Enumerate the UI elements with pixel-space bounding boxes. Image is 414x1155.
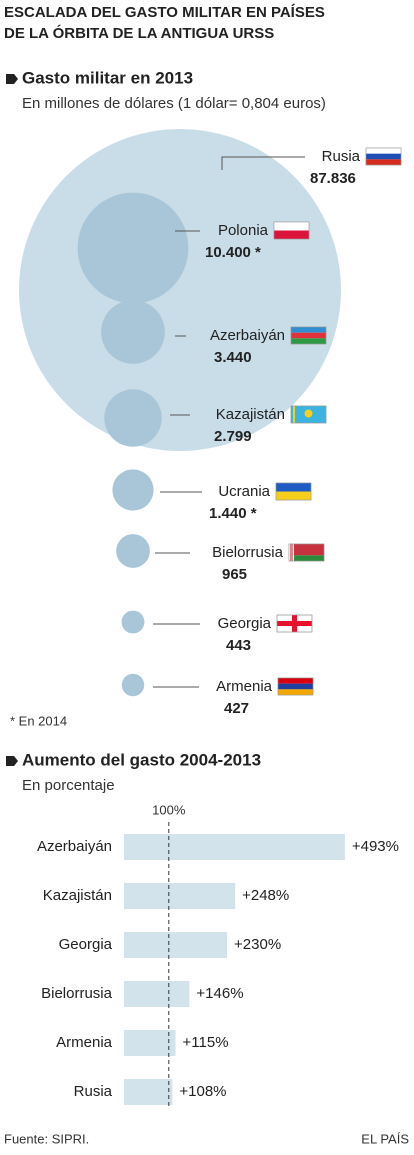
value-label: 1.440 *: [209, 505, 257, 522]
section-subtitle: En millones de dólares (1 dólar= 0,804 e…: [22, 95, 326, 112]
category-label: Georgia: [59, 936, 113, 953]
value-label: +248%: [242, 887, 289, 904]
flag-border: [288, 543, 325, 562]
flag: [366, 148, 401, 154]
flag-border: [275, 482, 312, 501]
bar: [124, 1079, 173, 1105]
flag: [293, 406, 295, 423]
flag-border: [276, 614, 313, 633]
reference-label: 100%: [152, 802, 186, 817]
bubble: [104, 389, 162, 447]
flag: [366, 153, 401, 160]
flag-border: [365, 147, 402, 166]
category-label: Kazajistán: [216, 406, 285, 423]
flag-border: [273, 221, 310, 240]
flag: [274, 230, 309, 239]
section-subtitle: En porcentaje: [22, 777, 115, 794]
flag: [278, 678, 313, 684]
bubble: [121, 673, 145, 697]
flag-border: [277, 677, 314, 696]
flag: [290, 544, 293, 561]
flag: [366, 159, 401, 165]
bubble: [101, 300, 165, 364]
bar: [124, 1030, 176, 1056]
category-label: Armenia: [216, 678, 273, 695]
bar: [124, 834, 345, 860]
category-label: Georgia: [218, 615, 272, 632]
flag-border: [290, 326, 327, 345]
value-label: 3.440: [214, 349, 252, 366]
category-label: Armenia: [56, 1034, 113, 1051]
credit: EL PAÍS: [361, 1131, 409, 1146]
category-label: Rusia: [74, 1083, 113, 1100]
flag-border: [290, 405, 327, 424]
value-label: +108%: [179, 1083, 226, 1100]
note: * En 2014: [10, 713, 67, 728]
category-label: Rusia: [322, 148, 361, 165]
flag: [291, 332, 326, 339]
flag: [304, 409, 313, 418]
bubble: [121, 610, 145, 634]
bullet: [6, 74, 18, 84]
flag: [291, 338, 326, 344]
bar: [124, 932, 228, 958]
section-title: Aumento del gasto 2004-2013: [22, 750, 261, 769]
leader-line: [221, 156, 305, 170]
flag: [276, 483, 311, 492]
bullet: [6, 756, 18, 766]
source: Fuente: SIPRI.: [4, 1131, 89, 1146]
section-title: Gasto militar en 2013: [22, 68, 193, 87]
bubble: [116, 534, 150, 568]
category-label: Azerbaiyán: [37, 838, 112, 855]
flag: [274, 222, 309, 231]
bubble: [112, 469, 154, 511]
value-label: 965: [222, 566, 247, 583]
flag: [278, 689, 313, 695]
value-label: 427: [224, 700, 249, 717]
bubble: [77, 192, 189, 304]
title-line: ESCALADA DEL GASTO MILITAR EN PAÍSES: [4, 4, 325, 21]
category-label: Ucrania: [218, 483, 270, 500]
title-line: DE LA ÓRBITA DE LA ANTIGUA URSS: [4, 24, 274, 42]
value-label: 2.799: [214, 428, 252, 445]
value-label: +230%: [234, 936, 281, 953]
flag: [289, 555, 324, 561]
value-label: 443: [226, 637, 251, 654]
flag: [277, 621, 312, 626]
flag: [291, 327, 326, 333]
flag: [289, 544, 324, 556]
category-label: Bielorrusia: [41, 985, 113, 1002]
flag: [276, 491, 311, 500]
bubble: [19, 129, 341, 451]
category-label: Polonia: [218, 222, 269, 239]
value-label: 10.400 *: [205, 244, 261, 261]
bar: [124, 981, 190, 1007]
value-label: +146%: [196, 985, 243, 1002]
bar: [124, 883, 236, 909]
flag: [278, 683, 313, 690]
value-label: +115%: [183, 1034, 229, 1051]
value-label: +493%: [352, 838, 399, 855]
value-label: 87.836: [310, 170, 356, 187]
category-label: Bielorrusia: [212, 544, 284, 561]
category-label: Kazajistán: [43, 887, 112, 904]
category-label: Azerbaiyán: [210, 327, 285, 344]
